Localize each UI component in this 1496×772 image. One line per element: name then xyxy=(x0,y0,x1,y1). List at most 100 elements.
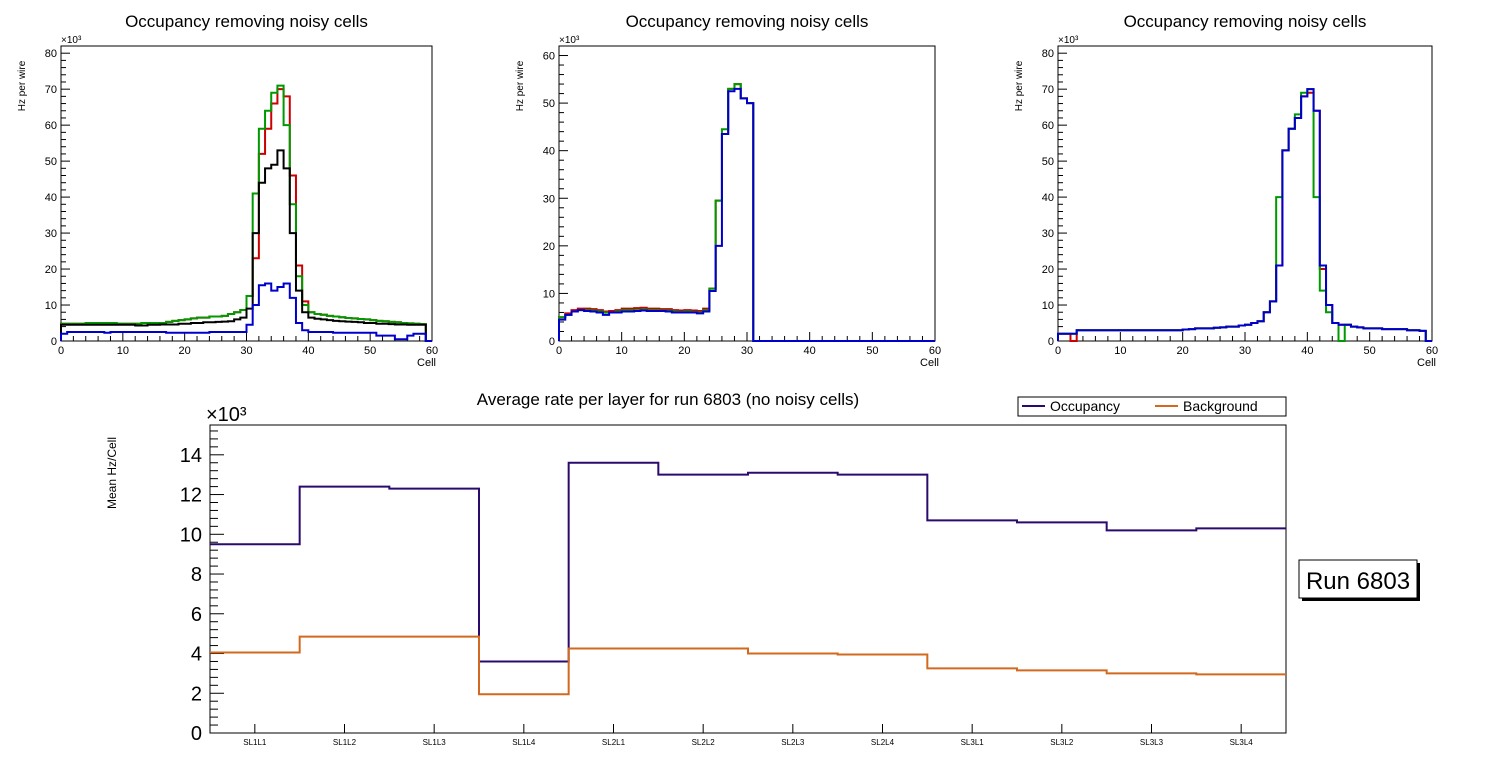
y-tick-label: 50 xyxy=(45,156,57,168)
y-tick-label: 60 xyxy=(1042,120,1054,132)
y-tick-label: 80 xyxy=(45,48,57,60)
y-tick-label: 14 xyxy=(180,445,202,467)
occupancy-plot-3: Occupancy removing noisy cells 0 10 20 30 40 5… xyxy=(1014,12,1438,369)
x-tick-label: 20 xyxy=(678,345,690,357)
y-tick-label: 40 xyxy=(1042,192,1054,204)
y-tick-label: 12 xyxy=(180,485,202,507)
plot-title: Occupancy removing noisy cells xyxy=(125,12,368,31)
y-tick-label: 30 xyxy=(1042,228,1054,240)
annotation-box xyxy=(1298,559,1418,599)
y-tick-label: 70 xyxy=(1042,84,1054,96)
plot-frame xyxy=(209,424,1287,734)
run-annotation: Run 6803 xyxy=(1298,559,1420,601)
legend-label-background: Background xyxy=(1183,398,1258,414)
y-tick-label: 40 xyxy=(45,192,57,204)
series-blue-line xyxy=(1057,88,1432,342)
y-tick-label: 8 xyxy=(191,564,202,586)
series-occupancy-line xyxy=(210,461,1286,663)
occupancy-plot-1: Occupancy removing noisy cells 0 10 20 30 40 5… xyxy=(17,12,438,369)
x-category-label: SL1L2 xyxy=(333,738,357,747)
x-category-label: SL3L4 xyxy=(1230,738,1254,747)
occupancy-plot-2: Occupancy removing noisy cells 0 10 20 30 40 5… xyxy=(515,12,941,369)
y-tick-label: 0 xyxy=(1048,336,1054,348)
annotation-text: Run 6803 xyxy=(1306,568,1410,595)
y-axis-label: Hz per wire xyxy=(515,60,526,111)
x-category-label: SL3L2 xyxy=(1050,738,1074,747)
y-axis-label: Hz per wire xyxy=(1014,60,1025,111)
y-tick-label: 6 xyxy=(191,604,202,626)
x-tick-label: 30 xyxy=(240,345,252,357)
y-tick-label: 10 xyxy=(1042,300,1054,312)
y-tick-label: 40 xyxy=(543,146,555,158)
x-tick-label: 20 xyxy=(179,345,191,357)
x-axis-label: Cell xyxy=(920,357,939,369)
plot-title: Occupancy removing noisy cells xyxy=(626,12,869,31)
x-category-label: SL2L2 xyxy=(692,738,716,747)
x-tick-label: 10 xyxy=(117,345,129,357)
y-tick-label: 30 xyxy=(543,193,555,205)
x-tick-label: 20 xyxy=(1177,345,1189,357)
y-tick-label: 0 xyxy=(51,336,57,348)
y-axis-exponent: ×10³ xyxy=(61,35,82,46)
x-tick-label: 40 xyxy=(1301,345,1313,357)
y-tick-label: 50 xyxy=(1042,156,1054,168)
y-tick-label: 20 xyxy=(1042,264,1054,276)
x-category-label: SL2L3 xyxy=(781,738,805,747)
x-tick-label: 60 xyxy=(1426,345,1438,357)
x-tick-label: 30 xyxy=(741,345,753,357)
series-background-line xyxy=(210,635,1286,696)
y-tick-label: 10 xyxy=(180,524,202,546)
legend-label-occupancy: Occupancy xyxy=(1050,398,1120,414)
x-tick-label: 10 xyxy=(616,345,628,357)
x-tick-label: 50 xyxy=(364,345,376,357)
x-axis-label: Cell xyxy=(1417,357,1436,369)
x-tick-label: 50 xyxy=(1364,345,1376,357)
x-tick-label: 30 xyxy=(1239,345,1251,357)
y-axis-label: Hz per wire xyxy=(17,60,28,111)
x-category-label: SL1L3 xyxy=(423,738,447,747)
x-tick-label: 50 xyxy=(866,345,878,357)
series-black-line xyxy=(60,149,432,342)
x-tick-label: 0 xyxy=(1055,345,1061,357)
y-tick-label: 60 xyxy=(45,120,57,132)
plot-title: Occupancy removing noisy cells xyxy=(1124,12,1367,31)
x-category-label: SL1L1 xyxy=(243,738,267,747)
x-tick-label: 60 xyxy=(426,345,438,357)
x-category-label: SL3L3 xyxy=(1140,738,1164,747)
y-tick-label: 10 xyxy=(45,300,57,312)
x-category-label: SL2L4 xyxy=(871,738,895,747)
y-tick-label: 70 xyxy=(45,84,57,96)
series-blue-line xyxy=(60,282,432,342)
y-tick-label: 30 xyxy=(45,228,57,240)
plot-title: Average rate per layer for run 6803 (no … xyxy=(477,390,859,409)
y-tick-label: 60 xyxy=(543,51,555,63)
y-tick-label: 50 xyxy=(543,98,555,110)
x-tick-label: 40 xyxy=(302,345,314,357)
x-category-label: SL3L1 xyxy=(961,738,985,747)
y-tick-label: 0 xyxy=(191,723,202,745)
y-axis-exponent: ×10³ xyxy=(559,35,580,46)
series-blue-line xyxy=(558,87,935,342)
y-tick-label: 20 xyxy=(543,241,555,253)
y-tick-label: 80 xyxy=(1042,48,1054,60)
series-green-line xyxy=(60,84,432,342)
legend: Occupancy Background xyxy=(1017,396,1287,417)
x-tick-label: 60 xyxy=(929,345,941,357)
y-tick-label: 4 xyxy=(191,644,202,666)
y-tick-label: 20 xyxy=(45,264,57,276)
y-axis-exponent: ×10³ xyxy=(206,404,247,426)
y-axis-label: Mean Hz/Cell xyxy=(105,437,119,509)
y-axis-exponent: ×10³ xyxy=(1058,35,1079,46)
x-tick-label: 0 xyxy=(556,345,562,357)
x-tick-label: 0 xyxy=(58,345,64,357)
x-tick-label: 40 xyxy=(804,345,816,357)
y-tick-label: 10 xyxy=(543,288,555,300)
x-axis-label: Cell xyxy=(417,357,436,369)
y-tick-label: 0 xyxy=(549,336,555,348)
legend-box xyxy=(1017,396,1287,417)
x-tick-label: 10 xyxy=(1114,345,1126,357)
x-category-label: SL2L1 xyxy=(602,738,626,747)
